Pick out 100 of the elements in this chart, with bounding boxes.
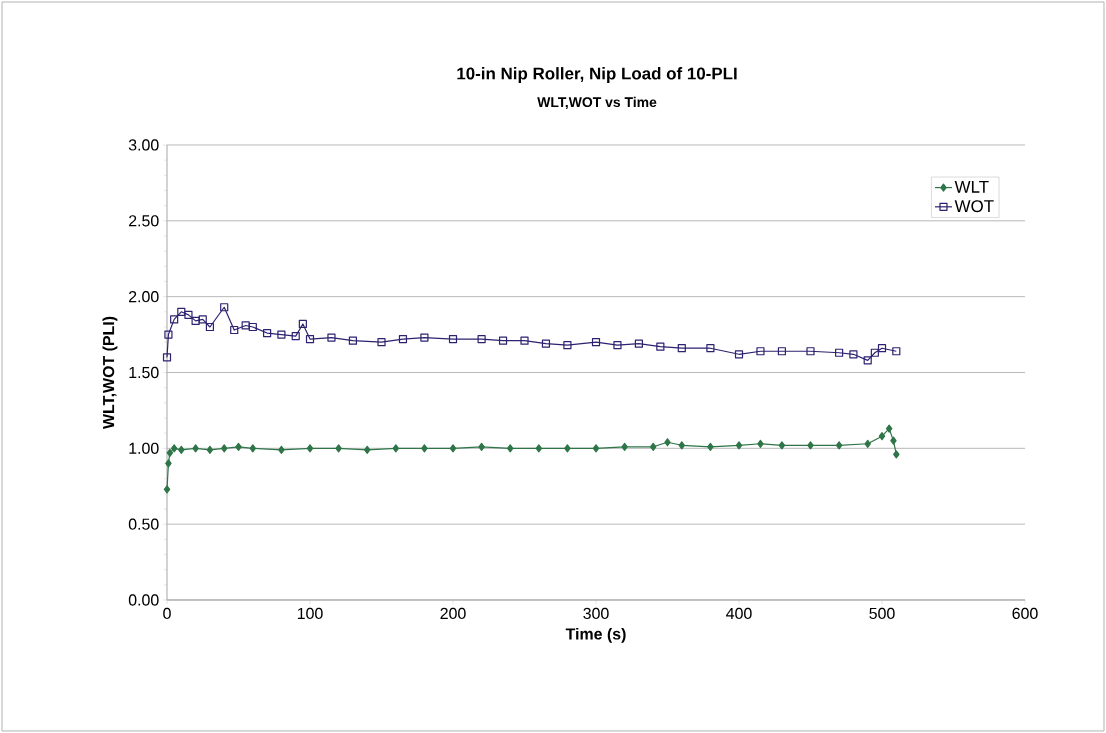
- point: [335, 444, 342, 453]
- point: [377, 338, 386, 347]
- point: [478, 442, 485, 451]
- point: [278, 445, 285, 454]
- point: [621, 442, 628, 451]
- point: [398, 335, 408, 344]
- point: [892, 347, 901, 356]
- point: [177, 307, 186, 316]
- point: [249, 444, 257, 453]
- chart-subtitle: WLT,WOT vs Time: [537, 96, 657, 110]
- point: [164, 330, 173, 339]
- point: [477, 335, 486, 344]
- point: [649, 442, 657, 451]
- point: [198, 315, 207, 324]
- point: [806, 347, 815, 356]
- x-tick-label: 100: [297, 607, 323, 620]
- point: [162, 353, 172, 362]
- point: [849, 350, 858, 359]
- y-tick-label: 2.50: [129, 215, 159, 227]
- point: [778, 441, 786, 450]
- point: [306, 444, 314, 453]
- point: [863, 356, 872, 365]
- y-tick-label: 2.00: [129, 291, 159, 303]
- point: [656, 342, 665, 351]
- point: [206, 445, 214, 454]
- point: [893, 450, 900, 459]
- y-tick-label: 1.00: [129, 442, 159, 454]
- x-tick-label: 0: [163, 607, 171, 620]
- point: [613, 341, 622, 350]
- point: [878, 432, 886, 441]
- point: [835, 348, 844, 357]
- x-tick-label: 400: [726, 607, 752, 620]
- point: [192, 444, 199, 453]
- point: [563, 341, 572, 350]
- point: [448, 335, 458, 344]
- point: [220, 444, 228, 453]
- point: [520, 336, 529, 345]
- point: [564, 444, 571, 453]
- point: [291, 331, 300, 341]
- point: [890, 436, 897, 445]
- point: [178, 445, 185, 454]
- y-tick-label: 3.00: [128, 139, 159, 151]
- point: [877, 344, 887, 353]
- point: [235, 442, 242, 451]
- point: [163, 485, 171, 494]
- point: [757, 439, 764, 448]
- point: [678, 441, 686, 450]
- point: [885, 424, 893, 433]
- point: [664, 438, 671, 447]
- point: [634, 339, 644, 348]
- point: [421, 444, 428, 453]
- point: [864, 439, 871, 448]
- point: [305, 335, 315, 344]
- point: [220, 303, 229, 312]
- point: [449, 444, 457, 453]
- point: [506, 444, 514, 453]
- point: [263, 328, 272, 338]
- point: [392, 444, 400, 453]
- point: [205, 322, 215, 332]
- point: [707, 442, 714, 451]
- point: [241, 321, 250, 330]
- point: [735, 441, 743, 450]
- point: [706, 344, 715, 353]
- point: [420, 333, 429, 342]
- point: [777, 347, 787, 356]
- point: [870, 348, 879, 357]
- legend-label: WOT: [954, 200, 994, 213]
- legend-label: WLT: [954, 181, 989, 193]
- point: [591, 338, 601, 347]
- point: [230, 325, 239, 335]
- x-tick-label: 600: [1012, 607, 1038, 620]
- point: [277, 330, 286, 339]
- point: [170, 444, 178, 453]
- point: [592, 444, 600, 453]
- point: [541, 339, 551, 348]
- x-tick-label: 500: [869, 607, 895, 620]
- point: [756, 347, 765, 356]
- point: [535, 444, 543, 453]
- point: [184, 310, 193, 319]
- y-tick-label: 0.50: [128, 518, 159, 530]
- point: [191, 316, 200, 326]
- point: [248, 322, 257, 332]
- point: [677, 344, 686, 353]
- point: [363, 445, 371, 454]
- y-tick-label: 1.50: [129, 366, 159, 379]
- point: [170, 315, 179, 324]
- point: [835, 441, 843, 450]
- point: [165, 459, 172, 468]
- point: [807, 441, 814, 450]
- y-tick-label: 0.00: [128, 594, 159, 606]
- x-axis-title: Time (s): [565, 627, 626, 643]
- point: [298, 319, 307, 329]
- point: [166, 448, 174, 457]
- y-axis-title: WLT,WOT (PLI): [102, 316, 118, 429]
- chart-title: 10-in Nip Roller, Nip Load of 10-PLI: [457, 67, 737, 83]
- point: [327, 333, 336, 342]
- x-tick-label: 300: [583, 607, 609, 620]
- x-tick-label: 200: [440, 607, 466, 620]
- point: [734, 350, 744, 359]
- point: [498, 336, 508, 345]
